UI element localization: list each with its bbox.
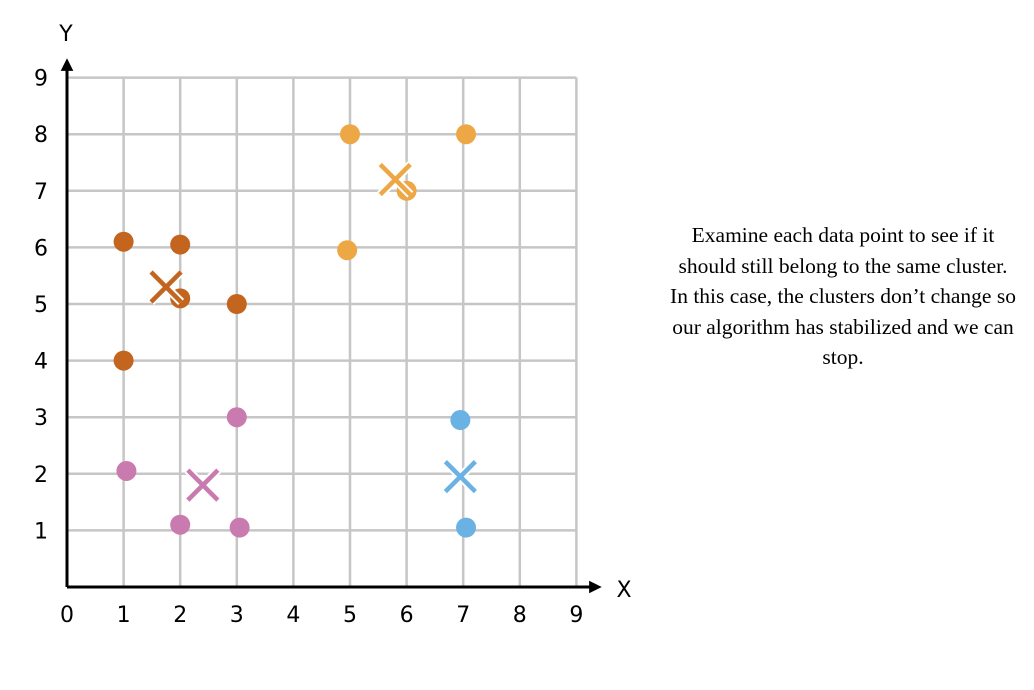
x-tick-label: 6: [400, 603, 414, 628]
data-point: [113, 231, 134, 252]
y-axis-label: Y: [58, 22, 73, 47]
x-axis-label: X: [616, 578, 631, 603]
x-tick-label: 2: [173, 603, 187, 628]
y-tick-label: 2: [34, 463, 48, 488]
y-tick-label: 3: [34, 406, 48, 431]
data-point: [456, 124, 477, 145]
y-tick-label: 9: [34, 67, 48, 92]
data-point: [456, 517, 477, 538]
x-tick-label: 9: [569, 603, 583, 628]
x-tick-label: 4: [286, 603, 300, 628]
centroids: [148, 161, 479, 504]
y-tick-label: 4: [34, 350, 48, 375]
data-point: [340, 124, 360, 145]
y-tick-labels: 1 2 3 4 5 6 7 8 9: [34, 67, 48, 545]
y-tick-label: 6: [34, 236, 48, 261]
data-point: [170, 514, 191, 535]
data-point: [337, 240, 358, 261]
x-tick-label: 1: [117, 603, 131, 628]
x-tick-labels: 0 1 2 3 4 5 6 7 8 9: [60, 603, 583, 628]
x-tick-label: 0: [60, 603, 74, 628]
data-point: [226, 294, 247, 314]
x-tick-label: 7: [456, 603, 470, 628]
y-tick-label: 1: [34, 519, 48, 544]
y-tick-label: 5: [34, 293, 48, 318]
y-tick-label: 8: [34, 123, 48, 148]
centroid-marker: [443, 460, 477, 494]
x-tick-label: 3: [230, 603, 244, 628]
data-points: [113, 124, 477, 538]
data-point: [113, 350, 134, 371]
y-tick-label: 7: [34, 180, 48, 205]
data-point: [229, 517, 250, 538]
centroid-marker: [149, 270, 183, 304]
caption-text: Examine each data point to see if it sho…: [670, 223, 1016, 369]
centroid-marker: [378, 162, 412, 197]
x-tick-label: 8: [513, 603, 527, 628]
data-point: [450, 410, 471, 431]
data-point: [170, 234, 191, 255]
x-tick-label: 5: [343, 603, 357, 628]
data-point: [226, 407, 247, 428]
grid: [67, 76, 578, 587]
axes: [60, 58, 602, 594]
centroid-marker: [186, 468, 220, 502]
data-point: [116, 460, 137, 481]
scatter-plot: 0 1 2 3 4 5 6 7 8 9 1 2 3 4 5 6 7 8 9 X Y: [34, 22, 632, 628]
